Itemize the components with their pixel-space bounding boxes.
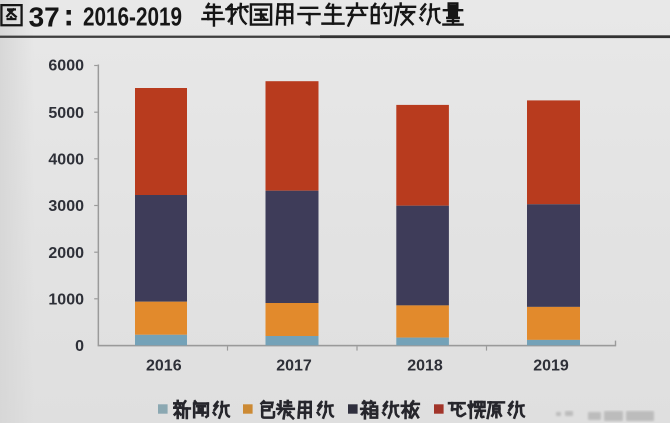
svg-text:0: 0 [75,338,84,355]
svg-text:37: 37 [29,2,60,33]
svg-text:2016: 2016 [146,357,182,374]
svg-text:2019: 2019 [533,357,569,374]
svg-text:2000: 2000 [48,245,84,262]
svg-text:2016-2019: 2016-2019 [83,2,182,32]
svg-text:2018: 2018 [407,357,443,374]
svg-text:3000: 3000 [48,198,84,215]
svg-text:5000: 5000 [48,105,84,122]
svg-text:2017: 2017 [276,357,312,374]
svg-text:6000: 6000 [48,58,84,75]
svg-text:1000: 1000 [48,292,84,309]
svg-text:4000: 4000 [48,152,84,169]
